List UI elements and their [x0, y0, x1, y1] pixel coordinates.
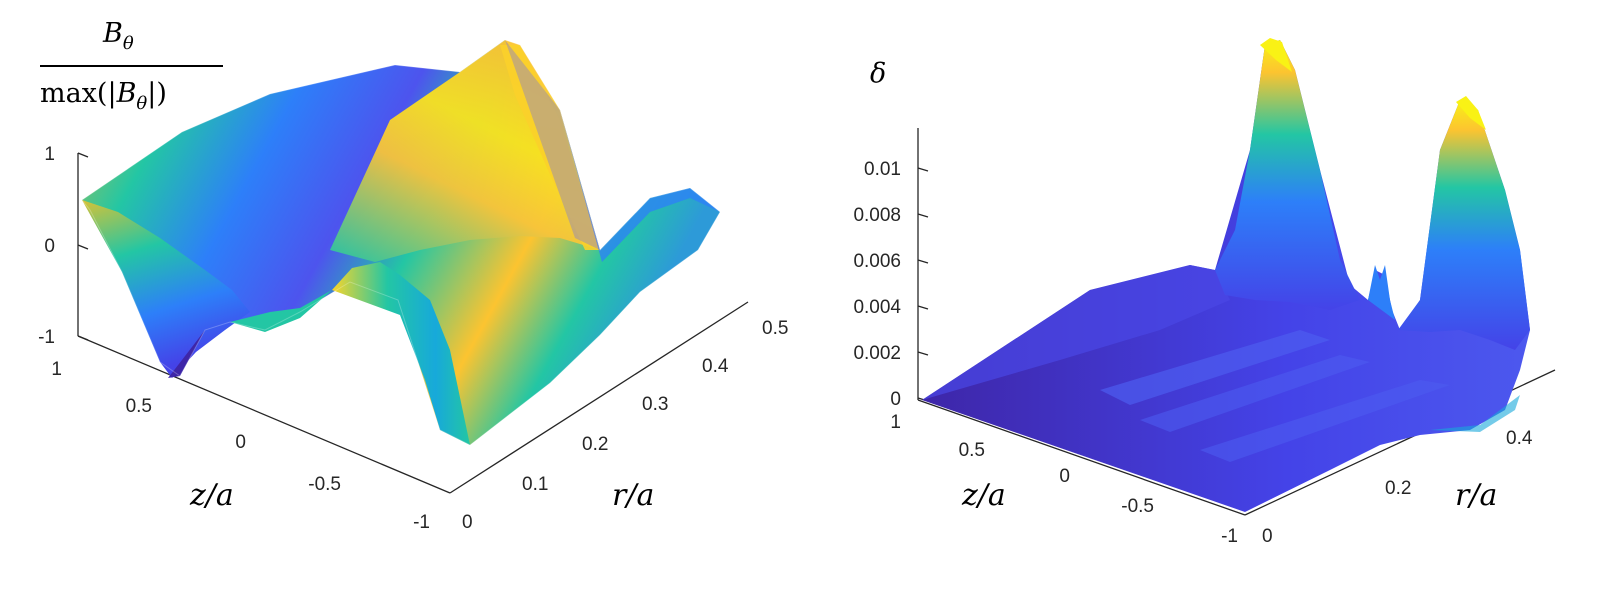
- left-surface: [81, 39, 721, 446]
- right-ztick-label: 0.004: [853, 297, 901, 318]
- right-ztick-label: 0.006: [853, 251, 901, 272]
- right-surface: [922, 38, 1530, 512]
- left-zlabel-denominator: max(|Bθ|): [40, 78, 167, 114]
- left-xlabel: z/a: [189, 478, 234, 513]
- left-ytick-label: 0.4: [702, 356, 729, 377]
- right-xtick-label: -1: [1221, 526, 1238, 547]
- left-xtick-label: 0.5: [126, 396, 152, 417]
- left-zlabel-numerator: Bθ: [102, 18, 134, 54]
- left-y-ticks: 0 0.1 0.2 0.3 0.4 0.5: [462, 318, 788, 533]
- left-ylabel: r/a: [612, 478, 654, 513]
- left-xtick-label: -1: [413, 512, 430, 533]
- left-x-ticks: 1 0.5 0 -0.5 -1: [51, 359, 430, 533]
- chart-right: δ 0.01 0.008 0.006 0.: [853, 38, 1556, 547]
- left-axes: [77, 152, 749, 494]
- right-xtick-label: 1: [890, 412, 901, 433]
- right-xlabel: z/a: [961, 478, 1006, 513]
- left-ztick-label: 1: [44, 144, 55, 165]
- right-ylabel: r/a: [1455, 478, 1497, 513]
- left-z-ticks: 1 0 -1: [38, 144, 55, 348]
- left-ytick-label: 0.3: [642, 394, 668, 415]
- left-ytick-label: 0.5: [762, 318, 788, 339]
- right-ytick-label: 0.2: [1385, 478, 1411, 499]
- left-xtick-label: -0.5: [308, 474, 341, 495]
- right-ytick-label: 0.4: [1506, 428, 1533, 449]
- right-ztick-label: 0: [890, 389, 901, 410]
- left-y-axis-line: [449, 301, 749, 494]
- right-ztick-label: 0.008: [853, 205, 901, 226]
- right-xtick-label: 0: [1059, 466, 1070, 487]
- right-x-ticks: 1 0.5 0 -0.5 -1: [890, 412, 1238, 547]
- left-xtick-label: 1: [51, 359, 62, 380]
- right-xtick-label: -0.5: [1121, 496, 1154, 517]
- right-zlabel: δ: [870, 58, 886, 89]
- left-ytick-label: 0.2: [582, 434, 608, 455]
- left-x-axis-line: [77, 335, 451, 494]
- right-ytick-label: 0: [1262, 526, 1273, 547]
- left-ztick-label: 0: [44, 236, 55, 257]
- left-ytick-label: 0: [462, 512, 473, 533]
- right-xtick-label: 0.5: [959, 440, 985, 461]
- right-ztick-label: 0.002: [853, 343, 901, 364]
- left-xtick-label: 0: [235, 432, 246, 453]
- right-x-axis-line: [917, 399, 1246, 516]
- right-y-ticks: 0 0.2 0.4: [1262, 428, 1533, 547]
- left-ytick-label: 0.1: [522, 474, 548, 495]
- right-ztick-label: 0.01: [864, 159, 901, 180]
- left-zlabel-fraction: Bθ max(|Bθ|): [40, 18, 223, 114]
- chart-left: Bθ max(|Bθ|) 1 0 -1: [38, 18, 788, 533]
- left-ztick-label: -1: [38, 327, 55, 348]
- right-z-ticks: 0.01 0.008 0.006 0.004 0.002 0: [853, 159, 901, 410]
